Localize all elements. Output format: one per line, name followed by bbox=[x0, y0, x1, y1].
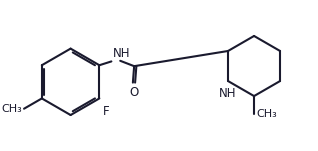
Text: CH₃: CH₃ bbox=[2, 104, 23, 114]
Text: NH: NH bbox=[219, 87, 237, 100]
Text: NH: NH bbox=[113, 47, 130, 59]
Text: O: O bbox=[129, 86, 138, 99]
Text: CH₃: CH₃ bbox=[256, 109, 277, 119]
Text: F: F bbox=[102, 105, 109, 118]
